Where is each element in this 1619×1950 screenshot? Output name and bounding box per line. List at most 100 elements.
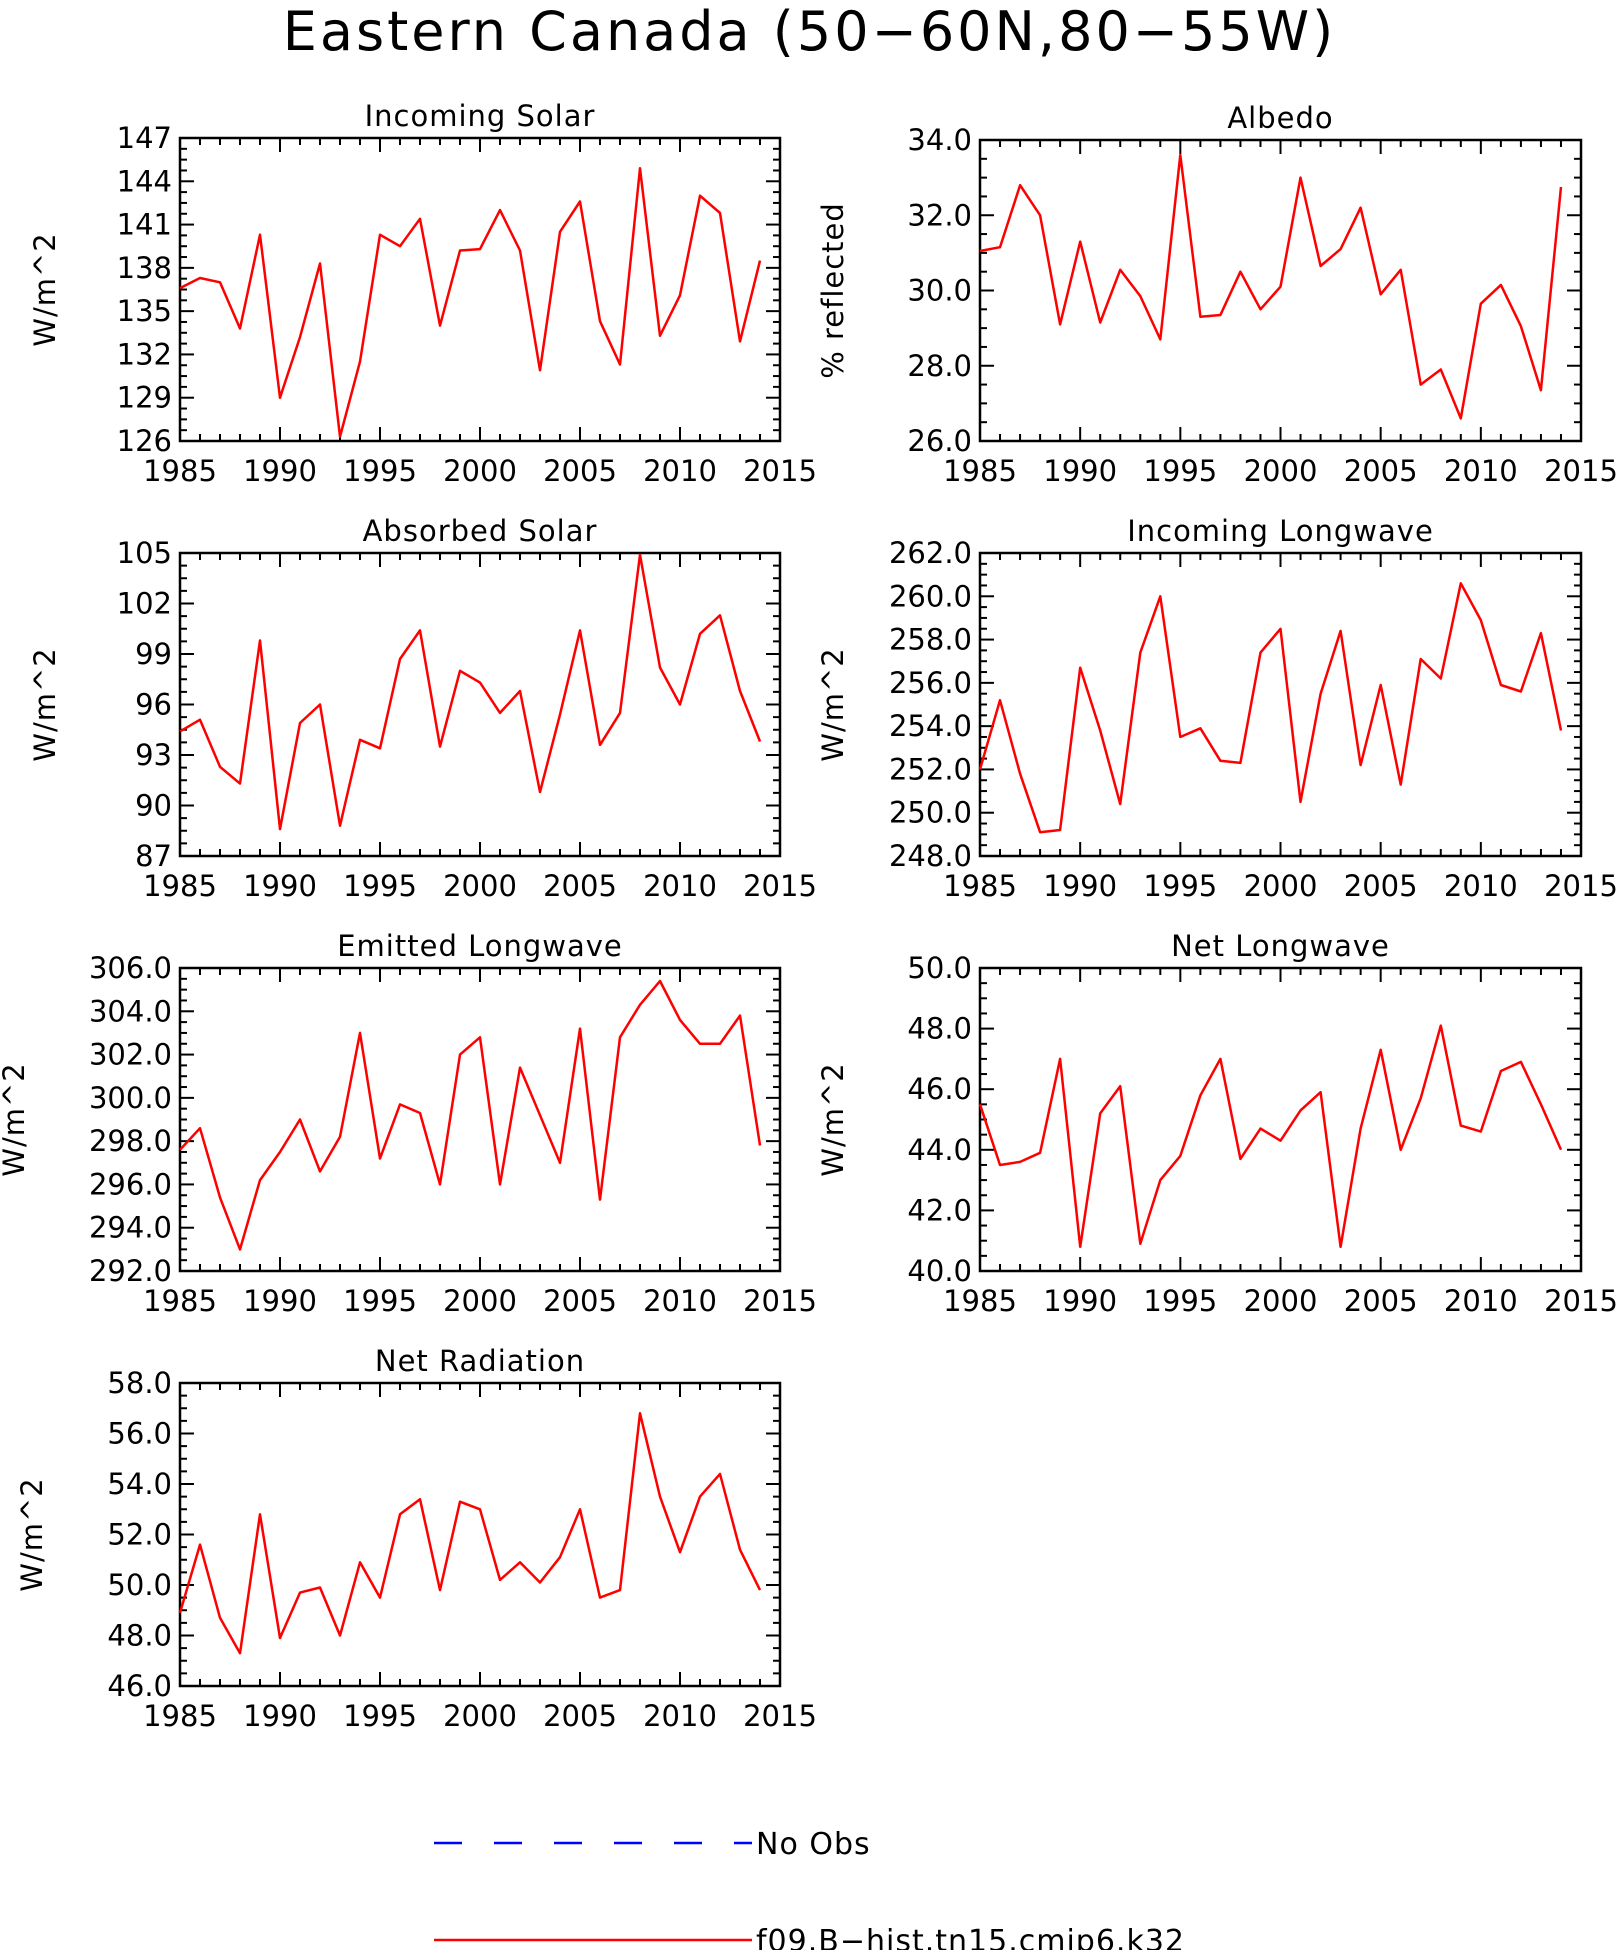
panel-incoming-longwave: Incoming Longwave W/m^2 1985 1990 1995 2000 20… bbox=[816, 514, 1618, 903]
x-tick-label: 2015 bbox=[743, 1699, 817, 1733]
y-tick-label: 46.0 bbox=[907, 1072, 972, 1106]
y-tick-label: 248.0 bbox=[889, 839, 972, 873]
x-tick-label: 2005 bbox=[543, 1284, 617, 1318]
x-tick-label: 2015 bbox=[743, 869, 817, 903]
series-line bbox=[178, 1412, 762, 1655]
y-tick-label: 147 bbox=[117, 121, 172, 155]
y-tick-label: 26.0 bbox=[907, 424, 972, 458]
plot-frame bbox=[178, 551, 782, 858]
x-tick-label: 2010 bbox=[1444, 454, 1518, 488]
y-axis-label: W/m^2 bbox=[816, 1062, 850, 1176]
legend-label: No Obs bbox=[756, 1827, 871, 1862]
panel-absorbed-solar: Absorbed Solar W/m^2 1985 1990 1995 2000 2005 2… bbox=[28, 514, 817, 903]
x-tick-label: 2000 bbox=[1244, 1284, 1318, 1318]
y-tick-label: 135 bbox=[117, 294, 172, 328]
x-tick-label: 1985 bbox=[943, 454, 1017, 488]
x-tick-label: 2010 bbox=[1444, 1284, 1518, 1318]
y-tick-label: 46.0 bbox=[107, 1669, 172, 1703]
y-tick-label: 306.0 bbox=[89, 951, 172, 985]
x-tick-label: 2000 bbox=[443, 1699, 517, 1733]
series-line bbox=[179, 553, 762, 831]
panel-title: Net Radiation bbox=[375, 1344, 585, 1378]
y-tick-label: 28.0 bbox=[907, 349, 972, 383]
y-tick-label: 144 bbox=[117, 164, 172, 198]
x-tick-label: 2015 bbox=[1544, 869, 1618, 903]
y-tick-label: 102 bbox=[117, 587, 172, 621]
plot-frame bbox=[178, 966, 782, 1273]
x-tick-label: 1995 bbox=[343, 1284, 417, 1318]
panel-incoming-solar: Incoming Solar W/m^2 1985 1990 1995 2000 2005 2… bbox=[28, 99, 817, 488]
legend: No Obs f09.B−hist.tn15.cmip6.k32 bbox=[434, 1827, 1185, 1950]
plot-frame bbox=[178, 1381, 782, 1688]
legend-label: f09.B−hist.tn15.cmip6.k32 bbox=[756, 1924, 1185, 1950]
y-tick-label: 132 bbox=[117, 337, 172, 371]
x-tick-label: 1985 bbox=[943, 869, 1017, 903]
x-tick-label: 1985 bbox=[143, 1699, 217, 1733]
series-line bbox=[978, 582, 1563, 834]
y-tick-label: 40.0 bbox=[907, 1254, 972, 1288]
x-tick-label: 1985 bbox=[143, 869, 217, 903]
plot-frame bbox=[978, 138, 1583, 443]
y-tick-label: 32.0 bbox=[907, 198, 972, 232]
figure-title: Eastern Canada (50−60N,80−55W) bbox=[282, 0, 1337, 63]
y-tick-label: 296.0 bbox=[89, 1167, 172, 1201]
y-tick-label: 256.0 bbox=[889, 666, 972, 700]
y-tick-label: 48.0 bbox=[907, 1012, 972, 1046]
series-line bbox=[979, 153, 1563, 420]
series-line bbox=[978, 1024, 1563, 1249]
x-tick-label: 1995 bbox=[343, 1699, 417, 1733]
y-tick-label: 34.0 bbox=[907, 123, 972, 157]
x-tick-label: 1995 bbox=[343, 454, 417, 488]
panel-net-radiation: Net Radiation W/m^2 1985 1990 1995 2000 2005 20… bbox=[15, 1344, 817, 1733]
y-tick-label: 292.0 bbox=[89, 1254, 172, 1288]
y-tick-label: 90 bbox=[135, 789, 172, 823]
y-tick-label: 58.0 bbox=[107, 1366, 172, 1400]
y-tick-label: 96 bbox=[135, 688, 172, 722]
x-tick-label: 2005 bbox=[543, 454, 617, 488]
y-tick-label: 42.0 bbox=[907, 1193, 972, 1227]
plot-frame bbox=[178, 136, 782, 443]
y-tick-label: 258.0 bbox=[889, 623, 972, 657]
x-tick-label: 1995 bbox=[343, 869, 417, 903]
x-tick-label: 1990 bbox=[243, 1284, 317, 1318]
x-tick-label: 2010 bbox=[643, 1699, 717, 1733]
y-tick-label: 300.0 bbox=[89, 1081, 172, 1115]
x-tick-label: 1990 bbox=[1043, 454, 1117, 488]
y-tick-label: 138 bbox=[117, 251, 172, 285]
panel-title: Absorbed Solar bbox=[363, 514, 598, 548]
plot-frame bbox=[978, 966, 1583, 1273]
y-tick-label: 56.0 bbox=[107, 1417, 172, 1451]
y-tick-label: 50.0 bbox=[907, 951, 972, 985]
x-tick-label: 2000 bbox=[443, 454, 517, 488]
x-tick-label: 1985 bbox=[143, 454, 217, 488]
y-tick-label: 252.0 bbox=[889, 752, 972, 786]
x-tick-label: 2015 bbox=[1544, 1284, 1618, 1318]
y-axis-label: W/m^2 bbox=[28, 647, 62, 761]
y-tick-label: 105 bbox=[117, 536, 172, 570]
x-tick-label: 2000 bbox=[1244, 869, 1318, 903]
x-tick-label: 2015 bbox=[1544, 454, 1618, 488]
y-tick-label: 50.0 bbox=[107, 1568, 172, 1602]
y-axis-label: W/m^2 bbox=[816, 647, 850, 761]
y-tick-label: 260.0 bbox=[889, 579, 972, 613]
y-tick-label: 87 bbox=[135, 839, 172, 873]
x-tick-label: 2005 bbox=[1344, 1284, 1418, 1318]
y-tick-label: 302.0 bbox=[89, 1038, 172, 1072]
y-axis-label: W/m^2 bbox=[15, 1477, 49, 1591]
panel-title: Net Longwave bbox=[1171, 929, 1390, 963]
y-tick-label: 44.0 bbox=[907, 1133, 972, 1167]
y-tick-label: 141 bbox=[117, 208, 172, 242]
x-tick-label: 1995 bbox=[1143, 1284, 1217, 1318]
y-tick-label: 48.0 bbox=[107, 1619, 172, 1653]
y-tick-label: 298.0 bbox=[89, 1124, 172, 1158]
y-tick-label: 262.0 bbox=[889, 536, 972, 570]
y-tick-label: 99 bbox=[135, 637, 172, 671]
x-tick-label: 2010 bbox=[1444, 869, 1518, 903]
x-tick-label: 2015 bbox=[743, 1284, 817, 1318]
x-tick-label: 2000 bbox=[443, 869, 517, 903]
y-tick-label: 254.0 bbox=[889, 709, 972, 743]
x-tick-label: 1990 bbox=[243, 1699, 317, 1733]
y-tick-label: 250.0 bbox=[889, 796, 972, 830]
y-axis-label: % reflected bbox=[816, 202, 850, 379]
